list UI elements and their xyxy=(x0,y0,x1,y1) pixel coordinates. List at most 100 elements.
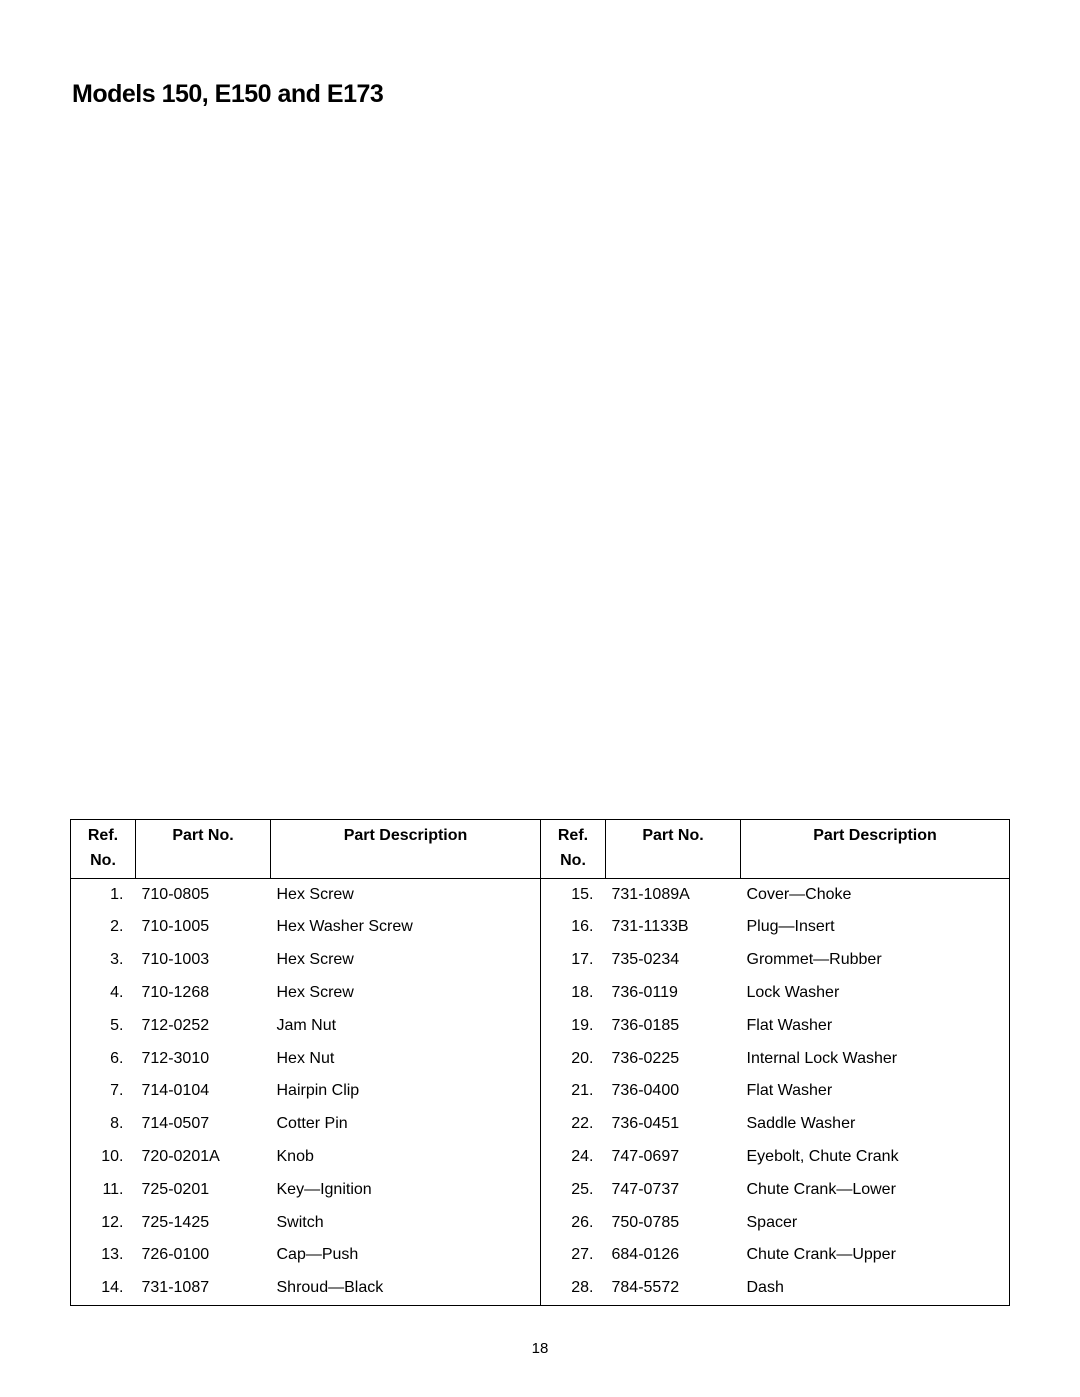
cell-ref: 14. xyxy=(71,1272,136,1305)
cell-desc: Switch xyxy=(271,1207,541,1240)
table-row: 11.725-0201Key—Ignition25.747-0737Chute … xyxy=(71,1174,1010,1207)
cell-partno: 710-1268 xyxy=(136,977,271,1010)
table-row: 7.714-0104Hairpin Clip21.736-0400Flat Wa… xyxy=(71,1075,1010,1108)
cell-partno: 736-0451 xyxy=(606,1108,741,1141)
cell-ref: 3. xyxy=(71,944,136,977)
cell-desc: Hairpin Clip xyxy=(271,1075,541,1108)
cell-partno: 731-1133B xyxy=(606,911,741,944)
header-desc-left: Part Description xyxy=(271,820,541,879)
cell-desc: Internal Lock Washer xyxy=(741,1043,1010,1076)
cell-desc: Eyebolt, Chute Crank xyxy=(741,1141,1010,1174)
cell-desc: Hex Screw xyxy=(271,944,541,977)
cell-ref: 8. xyxy=(71,1108,136,1141)
cell-partno: 714-0104 xyxy=(136,1075,271,1108)
cell-partno: 714-0507 xyxy=(136,1108,271,1141)
page-title: Models 150, E150 and E173 xyxy=(72,80,1010,109)
table-row: 14.731-1087Shroud—Black28.784-5572Dash xyxy=(71,1272,1010,1305)
cell-ref: 5. xyxy=(71,1010,136,1043)
cell-desc: Plug—Insert xyxy=(741,911,1010,944)
cell-desc: Chute Crank—Lower xyxy=(741,1174,1010,1207)
header-partno-right: Part No. xyxy=(606,820,741,879)
cell-ref: 25. xyxy=(541,1174,606,1207)
cell-desc: Cover—Choke xyxy=(741,878,1010,911)
cell-ref: 19. xyxy=(541,1010,606,1043)
cell-ref: 6. xyxy=(71,1043,136,1076)
cell-desc: Flat Washer xyxy=(741,1075,1010,1108)
table-row: 8.714-0507Cotter Pin22.736-0451Saddle Wa… xyxy=(71,1108,1010,1141)
cell-partno: 736-0185 xyxy=(606,1010,741,1043)
cell-partno: 684-0126 xyxy=(606,1239,741,1272)
header-partno-left: Part No. xyxy=(136,820,271,879)
cell-ref: 21. xyxy=(541,1075,606,1108)
cell-partno: 747-0697 xyxy=(606,1141,741,1174)
cell-partno: 750-0785 xyxy=(606,1207,741,1240)
cell-partno: 747-0737 xyxy=(606,1174,741,1207)
header-ref-left: Ref. No. xyxy=(71,820,136,879)
cell-partno: 731-1089A xyxy=(606,878,741,911)
cell-partno: 725-1425 xyxy=(136,1207,271,1240)
cell-ref: 12. xyxy=(71,1207,136,1240)
cell-desc: Jam Nut xyxy=(271,1010,541,1043)
cell-desc: Hex Screw xyxy=(271,878,541,911)
cell-partno: 784-5572 xyxy=(606,1272,741,1305)
page: Models 150, E150 and E173 Ref. No. Part … xyxy=(0,0,1080,1397)
cell-desc: Cap—Push xyxy=(271,1239,541,1272)
table-row: 5.712-0252Jam Nut19.736-0185Flat Washer xyxy=(71,1010,1010,1043)
cell-desc: Cotter Pin xyxy=(271,1108,541,1141)
table-row: 6.712-3010Hex Nut20.736-0225Internal Loc… xyxy=(71,1043,1010,1076)
cell-partno: 712-0252 xyxy=(136,1010,271,1043)
table-row: 10.720-0201AKnob24.747-0697Eyebolt, Chut… xyxy=(71,1141,1010,1174)
cell-ref: 10. xyxy=(71,1141,136,1174)
cell-partno: 736-0225 xyxy=(606,1043,741,1076)
cell-partno: 736-0400 xyxy=(606,1075,741,1108)
cell-desc: Saddle Washer xyxy=(741,1108,1010,1141)
diagram-placeholder xyxy=(70,119,1010,819)
cell-desc: Knob xyxy=(271,1141,541,1174)
cell-desc: Lock Washer xyxy=(741,977,1010,1010)
cell-ref: 15. xyxy=(541,878,606,911)
cell-ref: 20. xyxy=(541,1043,606,1076)
table-row: 3.710-1003Hex Screw17.735-0234Grommet—Ru… xyxy=(71,944,1010,977)
cell-desc: Flat Washer xyxy=(741,1010,1010,1043)
table-row: 4.710-1268Hex Screw18.736-0119Lock Washe… xyxy=(71,977,1010,1010)
cell-ref: 22. xyxy=(541,1108,606,1141)
cell-ref: 17. xyxy=(541,944,606,977)
table-row: 1.710-0805Hex Screw15.731-1089ACover—Cho… xyxy=(71,878,1010,911)
cell-desc: Grommet—Rubber xyxy=(741,944,1010,977)
cell-ref: 27. xyxy=(541,1239,606,1272)
cell-desc: Hex Washer Screw xyxy=(271,911,541,944)
cell-partno: 710-1003 xyxy=(136,944,271,977)
cell-partno: 731-1087 xyxy=(136,1272,271,1305)
cell-partno: 725-0201 xyxy=(136,1174,271,1207)
cell-ref: 26. xyxy=(541,1207,606,1240)
cell-ref: 16. xyxy=(541,911,606,944)
cell-ref: 11. xyxy=(71,1174,136,1207)
cell-partno: 710-1005 xyxy=(136,911,271,944)
cell-partno: 720-0201A xyxy=(136,1141,271,1174)
cell-desc: Chute Crank—Upper xyxy=(741,1239,1010,1272)
cell-desc: Spacer xyxy=(741,1207,1010,1240)
cell-ref: 7. xyxy=(71,1075,136,1108)
cell-partno: 735-0234 xyxy=(606,944,741,977)
cell-partno: 712-3010 xyxy=(136,1043,271,1076)
cell-ref: 28. xyxy=(541,1272,606,1305)
cell-ref: 18. xyxy=(541,977,606,1010)
cell-ref: 2. xyxy=(71,911,136,944)
table-row: 2.710-1005Hex Washer Screw16.731-1133BPl… xyxy=(71,911,1010,944)
parts-table-body: 1.710-0805Hex Screw15.731-1089ACover—Cho… xyxy=(71,878,1010,1305)
cell-desc: Hex Screw xyxy=(271,977,541,1010)
header-desc-right: Part Description xyxy=(741,820,1010,879)
cell-ref: 1. xyxy=(71,878,136,911)
cell-partno: 710-0805 xyxy=(136,878,271,911)
cell-ref: 24. xyxy=(541,1141,606,1174)
cell-partno: 726-0100 xyxy=(136,1239,271,1272)
page-number: 18 xyxy=(0,1340,1080,1357)
cell-ref: 4. xyxy=(71,977,136,1010)
header-ref-right: Ref. No. xyxy=(541,820,606,879)
table-row: 12.725-1425Switch26.750-0785Spacer xyxy=(71,1207,1010,1240)
cell-desc: Shroud—Black xyxy=(271,1272,541,1305)
table-header-row: Ref. No. Part No. Part Description Ref. … xyxy=(71,820,1010,879)
cell-desc: Key—Ignition xyxy=(271,1174,541,1207)
cell-ref: 13. xyxy=(71,1239,136,1272)
parts-table: Ref. No. Part No. Part Description Ref. … xyxy=(70,819,1010,1306)
